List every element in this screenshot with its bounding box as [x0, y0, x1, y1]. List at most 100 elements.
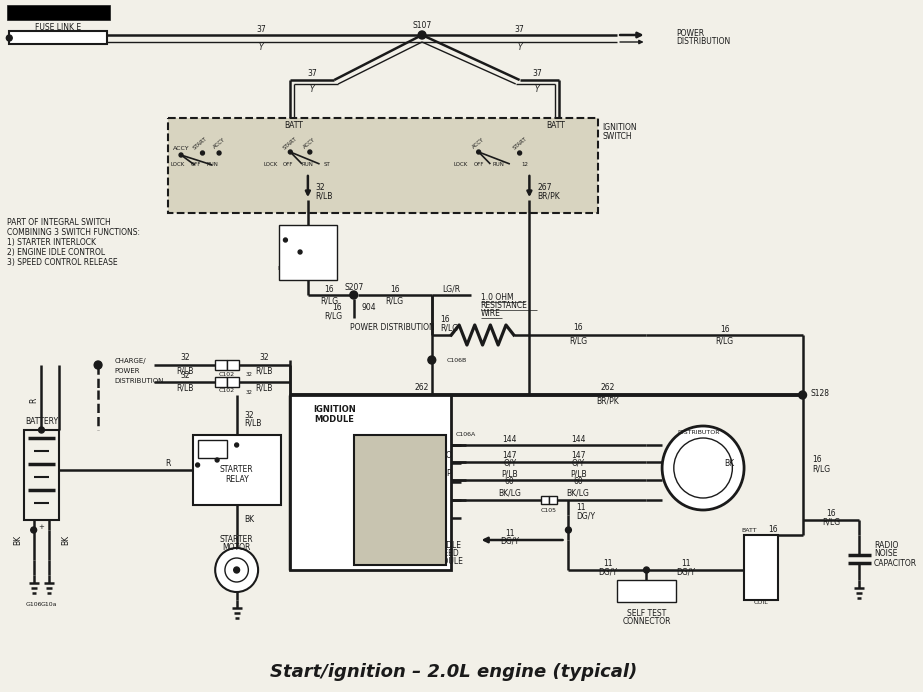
Text: P/LB: P/LB — [569, 469, 586, 478]
Text: 16: 16 — [440, 316, 450, 325]
Text: 16: 16 — [390, 284, 400, 293]
Circle shape — [350, 291, 357, 299]
Text: INTERLOCK: INTERLOCK — [290, 242, 326, 248]
Text: SELF TEST: SELF TEST — [627, 608, 666, 617]
Text: 267: 267 — [537, 183, 552, 192]
Text: 37: 37 — [515, 24, 524, 33]
Text: ACCY: ACCY — [303, 136, 317, 149]
Text: 32: 32 — [316, 183, 325, 192]
Text: 904: 904 — [362, 304, 377, 313]
Text: 1) STARTER INTERLOCK: 1) STARTER INTERLOCK — [7, 238, 96, 247]
Text: DG/Y: DG/Y — [598, 567, 617, 576]
Text: MODULE: MODULE — [315, 415, 354, 424]
Text: P: P — [447, 469, 451, 478]
Text: R: R — [165, 459, 171, 468]
Text: DG/Y: DG/Y — [676, 567, 695, 576]
Circle shape — [428, 356, 436, 364]
Text: R/LB: R/LB — [256, 367, 272, 376]
Text: BK: BK — [61, 535, 70, 545]
Text: PEDAL DEPRESSED: PEDAL DEPRESSED — [279, 266, 338, 271]
Text: DISTRIBUTOR: DISTRIBUTOR — [677, 430, 719, 435]
Text: POWER: POWER — [114, 368, 140, 374]
Text: R/LG: R/LG — [812, 464, 831, 473]
Text: R/LB: R/LB — [176, 367, 194, 376]
Text: DG/Y: DG/Y — [576, 511, 595, 520]
Text: O/Y: O/Y — [503, 459, 517, 468]
Circle shape — [196, 463, 199, 467]
Circle shape — [288, 150, 293, 154]
Text: R/LB: R/LB — [316, 192, 333, 201]
Bar — [291, 395, 451, 570]
Text: 12: 12 — [521, 161, 528, 167]
Text: DISTRIBUTION: DISTRIBUTION — [114, 378, 164, 384]
Text: R/LG: R/LG — [569, 336, 587, 345]
Circle shape — [234, 443, 239, 447]
Text: 144: 144 — [503, 435, 517, 444]
Text: STARTER: STARTER — [220, 536, 254, 545]
Text: PART OF INTEGRAL SWITCH: PART OF INTEGRAL SWITCH — [7, 218, 111, 227]
Text: S128: S128 — [810, 388, 830, 397]
Text: O/Y: O/Y — [571, 459, 585, 468]
Text: S207: S207 — [344, 282, 364, 291]
Text: ACCY: ACCY — [472, 136, 485, 149]
Text: 2) ENGINE IDLE CONTROL: 2) ENGINE IDLE CONTROL — [7, 248, 105, 257]
Text: LOCK: LOCK — [171, 161, 186, 167]
Text: START: START — [511, 136, 528, 150]
Text: COMBINING 3 SWITCH FUNCTIONS:: COMBINING 3 SWITCH FUNCTIONS: — [7, 228, 140, 237]
Text: 32: 32 — [180, 354, 190, 363]
Text: TO IDLE: TO IDLE — [431, 540, 462, 549]
Bar — [227, 360, 239, 370]
Text: OFF: OFF — [473, 161, 484, 167]
Text: LOCK: LOCK — [454, 161, 468, 167]
Text: 262: 262 — [600, 383, 615, 392]
Text: 16: 16 — [826, 509, 835, 518]
Bar — [744, 535, 778, 600]
Text: 16: 16 — [573, 323, 583, 332]
Text: 11: 11 — [603, 560, 612, 569]
Text: 37: 37 — [257, 26, 266, 35]
Text: DG/Y: DG/Y — [500, 536, 520, 545]
Text: POWER DISTRIBUTION: POWER DISTRIBUTION — [351, 323, 435, 332]
Text: LOCK: LOCK — [264, 161, 278, 167]
Text: RUN: RUN — [302, 161, 314, 167]
Text: Y: Y — [535, 86, 540, 95]
Circle shape — [6, 35, 12, 41]
Text: 16: 16 — [325, 284, 334, 293]
Bar — [168, 118, 598, 213]
Circle shape — [217, 151, 221, 155]
Bar — [9, 31, 107, 44]
Text: IGNITION: IGNITION — [313, 406, 355, 415]
Circle shape — [30, 527, 37, 533]
Bar — [354, 435, 447, 565]
Text: BK/LG: BK/LG — [567, 489, 590, 498]
Text: 32: 32 — [246, 390, 253, 396]
Text: OFF: OFF — [283, 161, 294, 167]
Text: CHARGE/: CHARGE/ — [114, 358, 146, 364]
Text: 32: 32 — [259, 354, 269, 363]
Circle shape — [200, 151, 204, 155]
Text: STARTER: STARTER — [220, 466, 254, 475]
Text: IGNITION: IGNITION — [603, 123, 637, 132]
Text: SPEED: SPEED — [434, 549, 459, 558]
Text: MODULE: MODULE — [430, 556, 462, 565]
Text: +: + — [39, 524, 44, 530]
Text: C105: C105 — [541, 507, 557, 513]
Text: BATTERY: BATTERY — [25, 417, 58, 426]
Circle shape — [662, 426, 744, 510]
Text: 1.0 OHM: 1.0 OHM — [481, 293, 513, 302]
Circle shape — [643, 567, 650, 573]
Text: R/LG: R/LG — [821, 518, 840, 527]
Text: COIL: COIL — [753, 599, 768, 605]
Circle shape — [234, 567, 240, 573]
Text: START: START — [282, 136, 298, 150]
Text: 3) SPEED CONTROL RELEASE: 3) SPEED CONTROL RELEASE — [7, 258, 118, 267]
Text: 18 GA BLACK: 18 GA BLACK — [25, 33, 91, 42]
Text: 16: 16 — [332, 304, 342, 313]
Text: G106: G106 — [26, 603, 42, 608]
Circle shape — [215, 458, 219, 462]
Text: 16: 16 — [720, 325, 729, 334]
Text: 16: 16 — [769, 525, 778, 534]
Circle shape — [179, 153, 183, 157]
Text: 60: 60 — [505, 477, 515, 486]
Text: R/LG: R/LG — [324, 311, 342, 320]
